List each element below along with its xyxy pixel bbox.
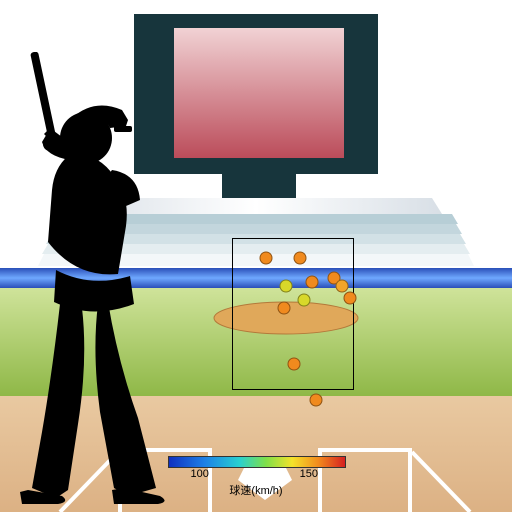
pitch-dot: [260, 252, 273, 265]
colorbar-ticks: 100 150: [168, 468, 344, 482]
pitch-dot: [306, 276, 319, 289]
pitch-dot: [288, 358, 301, 371]
pitch-dot: [294, 252, 307, 265]
pitch-location-chart: 100 150 球速(km/h): [0, 0, 512, 512]
colorbar-axis-label: 球速(km/h): [168, 482, 344, 498]
pitch-dot: [278, 302, 291, 315]
pitch-dot: [336, 280, 349, 293]
colorbar-tick-label: 150: [300, 468, 318, 480]
pitch-dot: [298, 294, 311, 307]
colorbar-gradient: [168, 456, 346, 468]
velocity-colorbar: 100 150 球速(km/h): [168, 456, 344, 498]
colorbar-tick-label: 100: [190, 468, 208, 480]
batter-silhouette: [20, 52, 232, 504]
pitch-dot: [344, 292, 357, 305]
pitch-dot: [310, 394, 323, 407]
pitch-dot: [280, 280, 293, 293]
